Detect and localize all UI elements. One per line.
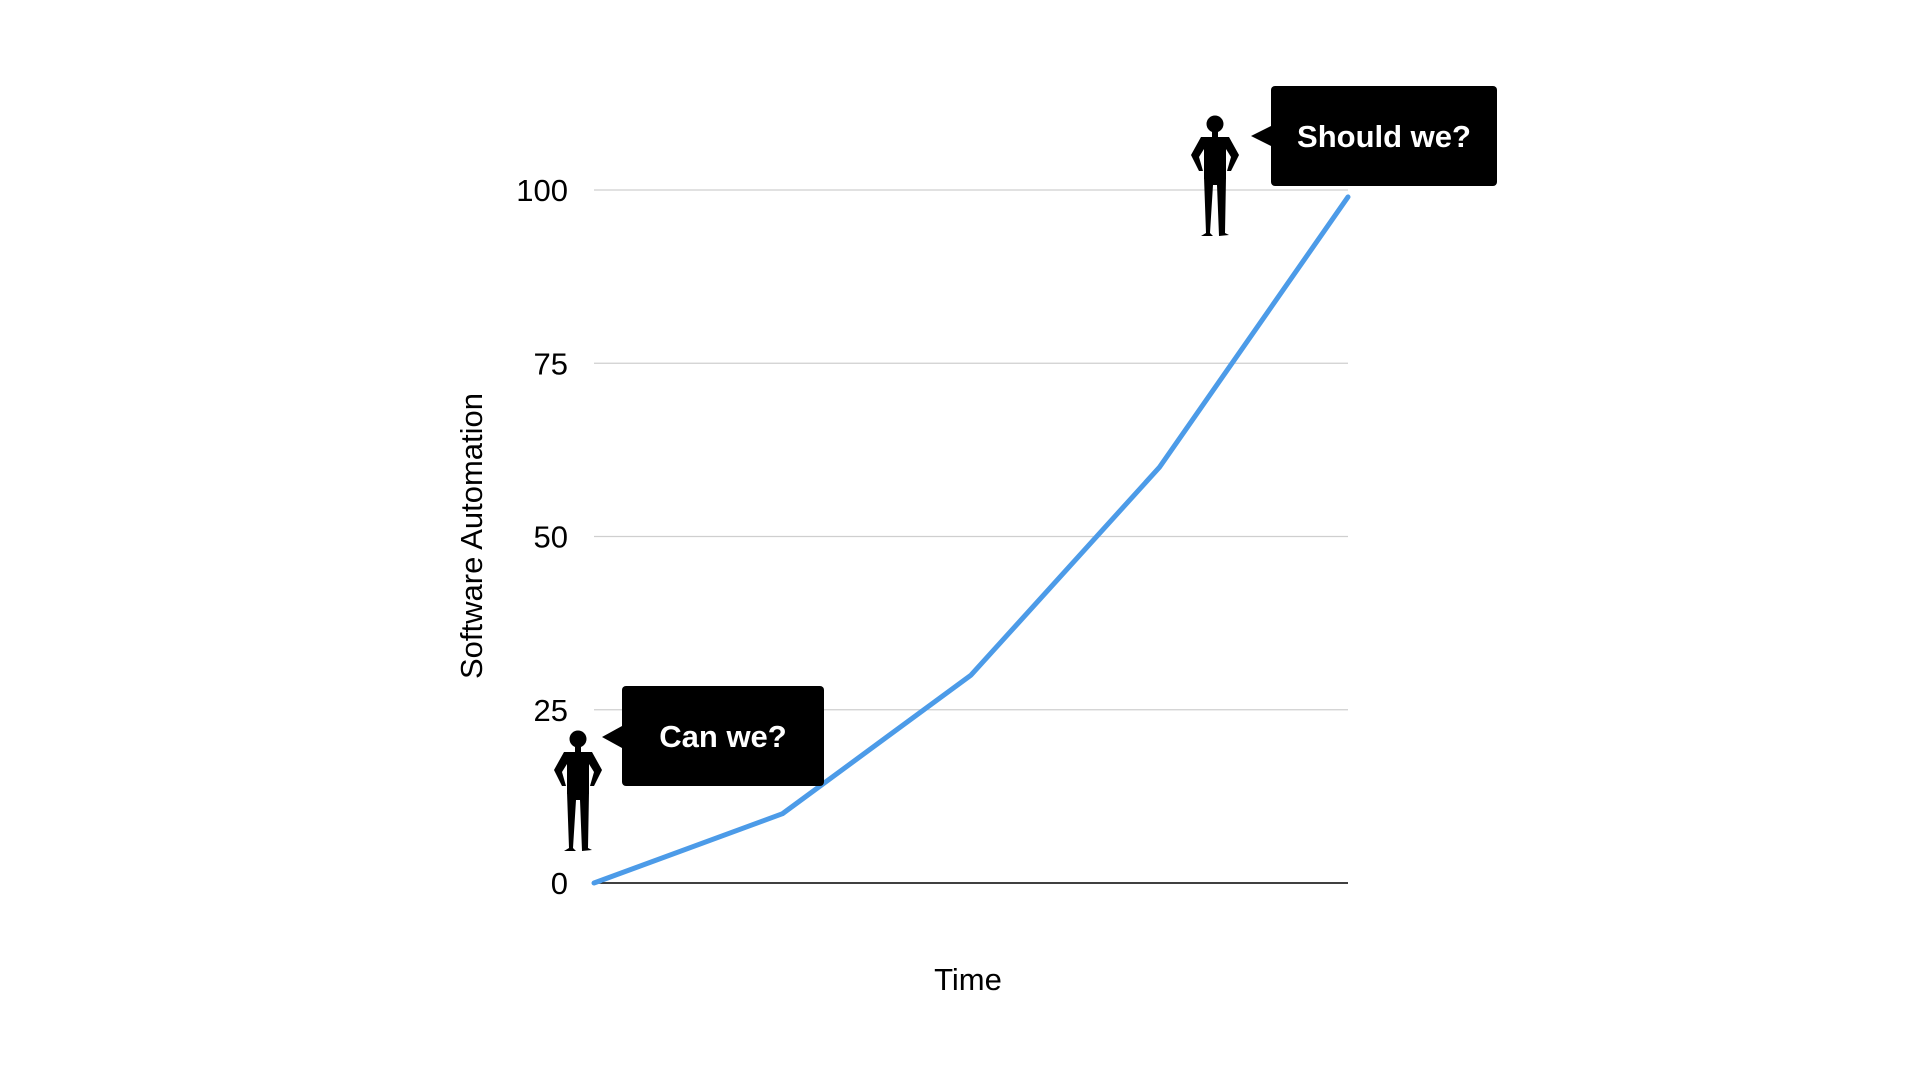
- annotation-should-we: Should we?: [1191, 86, 1497, 236]
- series-group: [591, 194, 1351, 886]
- bubble-text-should-we: Should we?: [1297, 119, 1471, 154]
- person-silhouette-icon: [554, 730, 602, 851]
- series-line-0: [591, 194, 1351, 886]
- y-tick-label-100: 100: [516, 173, 568, 208]
- speech-bubble: [1271, 86, 1497, 186]
- person-silhouette-icon: [1191, 115, 1239, 236]
- y-axis-label: Software Automation: [454, 393, 489, 679]
- y-tick-label-75: 75: [534, 346, 568, 381]
- x-axis-label: Time: [934, 962, 1002, 997]
- speech-bubble-tail: [602, 726, 622, 748]
- y-axis-ticks: 0 25 50 75 100: [516, 173, 568, 901]
- speech-bubble-tail: [1251, 126, 1271, 146]
- y-tick-label-25: 25: [534, 693, 568, 728]
- y-tick-label-50: 50: [534, 520, 568, 555]
- annotation-can-we: Can we?: [554, 686, 824, 851]
- speech-bubble: [622, 686, 824, 786]
- y-tick-label-0: 0: [551, 866, 568, 901]
- bubble-text-can-we: Can we?: [659, 719, 786, 754]
- gridlines: [594, 189, 1348, 711]
